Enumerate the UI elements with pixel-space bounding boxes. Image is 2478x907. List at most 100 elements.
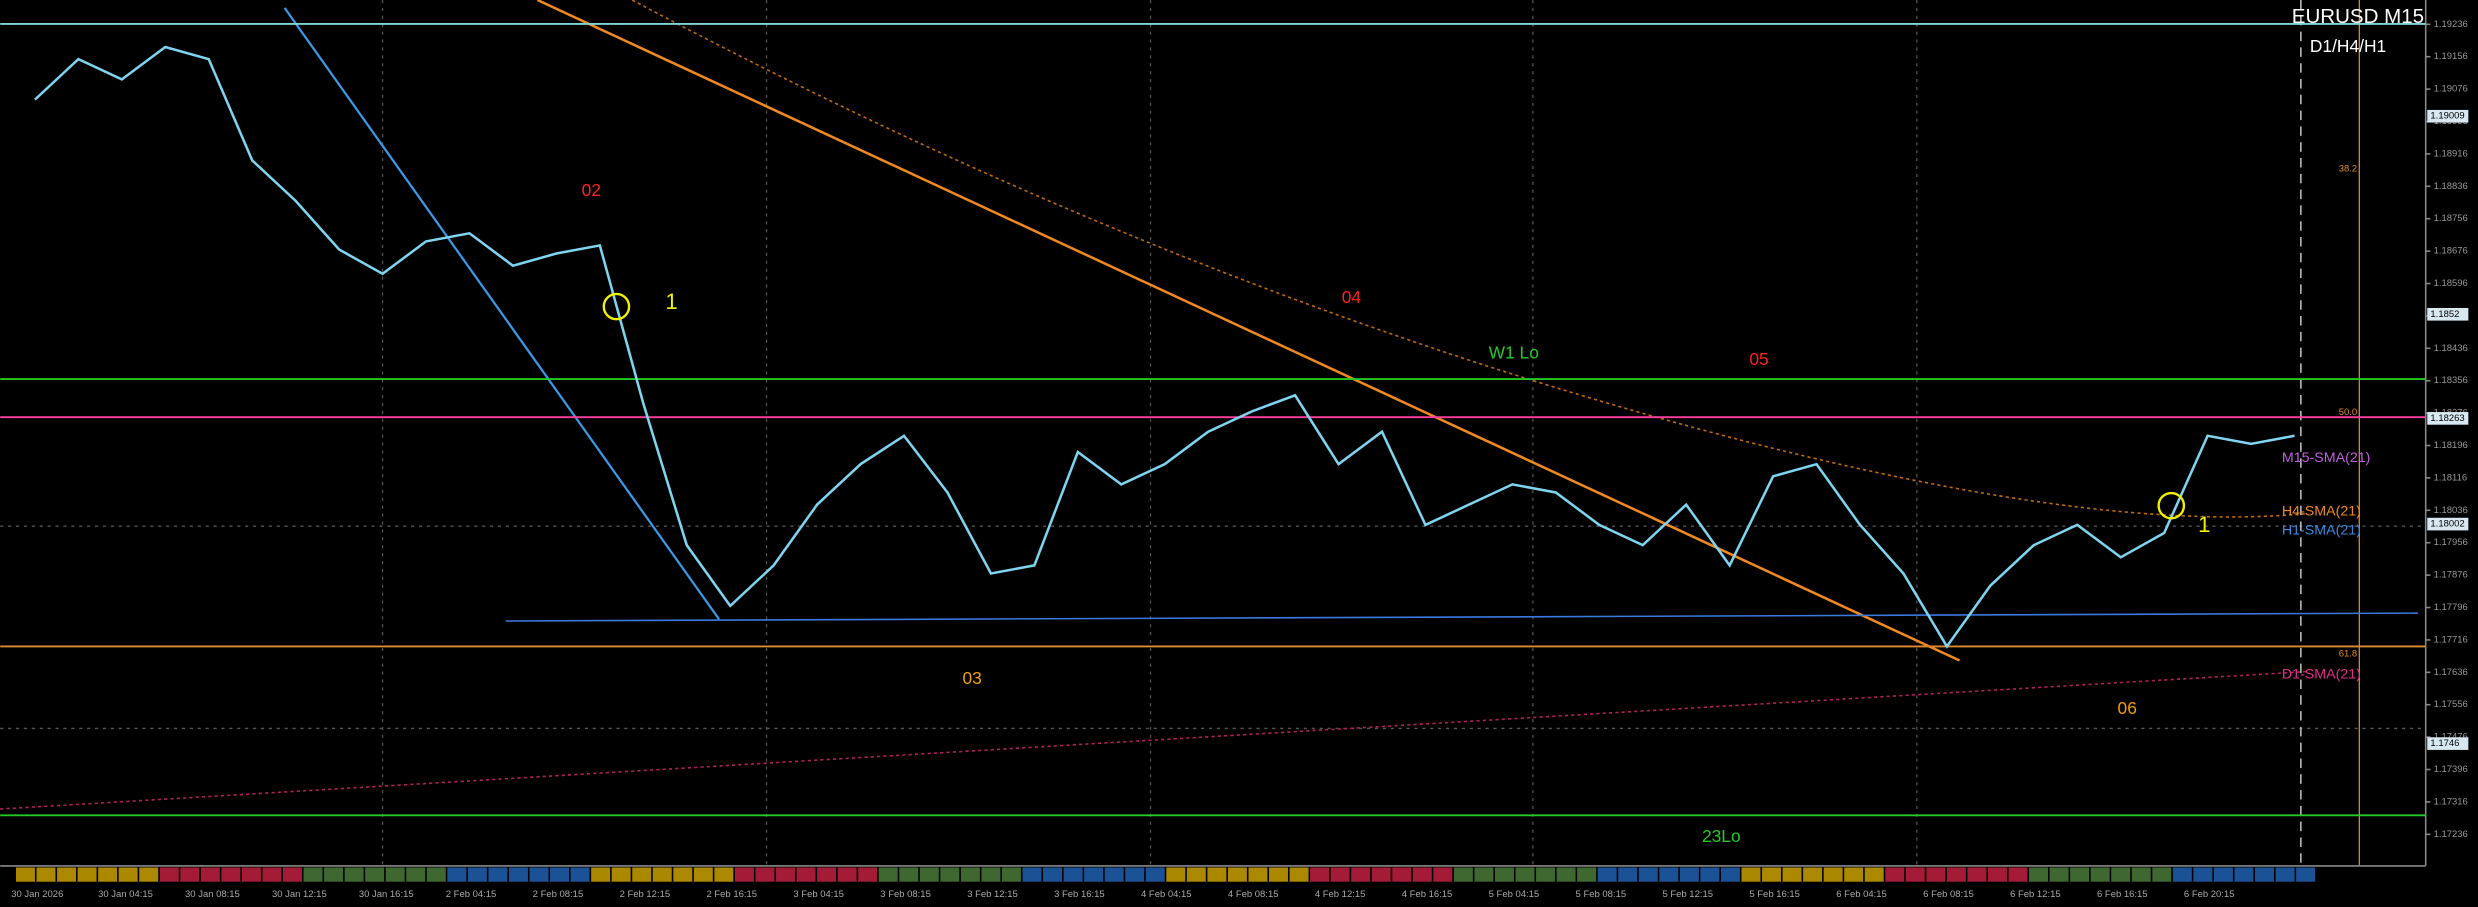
session-block xyxy=(734,867,754,882)
session-block xyxy=(1762,867,1781,882)
annotation: W1 Lo xyxy=(1489,343,1539,363)
session-block xyxy=(591,867,611,882)
x-tick-label: 5 Feb 16:15 xyxy=(1749,889,1800,900)
chart-subtitle: D1/H4/H1 xyxy=(2310,36,2386,56)
session-block xyxy=(488,867,508,882)
x-tick-label: 5 Feb 08:15 xyxy=(1576,889,1627,900)
annotation: H4-SMA(21) xyxy=(2282,504,2361,520)
session-block xyxy=(776,867,795,882)
annotation: H1-SMA(21) xyxy=(2282,523,2361,539)
session-block xyxy=(200,867,220,882)
session-block xyxy=(1289,867,1309,882)
x-tick-label: 4 Feb 12:15 xyxy=(1315,889,1366,900)
annotation: 03 xyxy=(962,668,981,688)
session-block xyxy=(1597,867,1617,882)
x-tick-label: 6 Feb 20:15 xyxy=(2184,889,2235,900)
session-block xyxy=(1166,867,1186,882)
session-block xyxy=(1679,867,1699,882)
session-block xyxy=(406,867,426,882)
y-tick-label: 1.18596 xyxy=(2434,278,2468,289)
x-tick-label: 2 Feb 08:15 xyxy=(533,889,584,900)
session-block xyxy=(1844,867,1864,882)
session-block xyxy=(2070,867,2090,882)
session-block xyxy=(981,867,1001,882)
session-block xyxy=(1392,867,1412,882)
session-block xyxy=(2234,867,2254,882)
session-block xyxy=(1186,867,1206,882)
session-block xyxy=(2131,867,2151,882)
chart-title: EURUSD M15 xyxy=(2292,5,2424,28)
y-tick-label: 1.18756 xyxy=(2434,213,2468,224)
session-block xyxy=(1782,867,1802,882)
price-box xyxy=(2427,109,2469,123)
session-block xyxy=(550,867,570,882)
session-block xyxy=(1474,867,1494,882)
session-block xyxy=(365,867,385,882)
price-box xyxy=(2427,737,2469,750)
d1-sma xyxy=(0,670,2308,810)
session-block xyxy=(283,867,302,882)
x-tick-label: 30 Jan 12:15 xyxy=(272,889,327,900)
session-block xyxy=(837,867,857,882)
session-block xyxy=(611,867,631,882)
session-block xyxy=(1043,867,1063,882)
x-tick-label: 2 Feb 16:15 xyxy=(706,889,757,900)
x-tick-label: 2 Feb 12:15 xyxy=(620,889,671,900)
trend-line xyxy=(536,0,1961,662)
session-block xyxy=(1946,867,1966,882)
session-block xyxy=(385,867,405,882)
session-block xyxy=(960,867,980,882)
annotation: 1 xyxy=(2198,512,2210,537)
session-block xyxy=(1351,867,1371,882)
y-tick-label: 1.17876 xyxy=(2434,570,2468,581)
session-block xyxy=(57,867,77,882)
price-box xyxy=(2427,412,2469,425)
x-tick-label: 4 Feb 04:15 xyxy=(1141,889,1192,900)
price-box xyxy=(2427,517,2469,531)
trend-line xyxy=(283,7,721,621)
y-tick-label: 1.18436 xyxy=(2434,343,2468,354)
annotation: 1 xyxy=(665,289,677,314)
session-block xyxy=(1720,867,1740,882)
session-block xyxy=(139,867,159,882)
session-block xyxy=(1145,867,1165,882)
session-block xyxy=(15,867,35,882)
session-block xyxy=(796,867,816,882)
session-block xyxy=(118,867,138,882)
session-block xyxy=(899,867,919,882)
session-block xyxy=(77,867,97,882)
session-block xyxy=(1577,867,1597,882)
x-tick-label: 5 Feb 04:15 xyxy=(1489,889,1540,900)
x-tick-label: 6 Feb 16:15 xyxy=(2097,889,2148,900)
session-block xyxy=(221,867,241,882)
session-block xyxy=(1125,867,1145,882)
y-tick-label: 1.19156 xyxy=(2434,51,2468,62)
session-block xyxy=(1084,867,1104,882)
session-block xyxy=(447,867,467,882)
session-block xyxy=(940,867,960,882)
session-block xyxy=(1556,867,1576,882)
x-tick-label: 3 Feb 08:15 xyxy=(880,889,931,900)
session-block xyxy=(1330,867,1350,882)
session-block xyxy=(1494,867,1514,882)
session-block xyxy=(652,867,672,882)
session-block xyxy=(426,867,446,882)
x-tick-label: 6 Feb 08:15 xyxy=(1923,889,1974,900)
x-tick-label: 30 Jan 2026 xyxy=(11,889,63,900)
session-block xyxy=(1905,867,1925,882)
session-block xyxy=(98,867,118,882)
session-block xyxy=(2213,867,2233,882)
session-block xyxy=(1371,867,1391,882)
annotation: 23Lo xyxy=(1702,826,1741,846)
price-box-label: 1.1852 xyxy=(2430,309,2459,320)
x-tick-label: 6 Feb 04:15 xyxy=(1836,889,1887,900)
session-block xyxy=(755,867,775,882)
x-tick-label: 4 Feb 08:15 xyxy=(1228,889,1279,900)
x-tick-label: 5 Feb 12:15 xyxy=(1662,889,1713,900)
annotation: D1-SMA(21) xyxy=(2282,666,2361,682)
session-block xyxy=(1823,867,1843,882)
x-tick-label: 30 Jan 08:15 xyxy=(185,889,240,900)
session-block xyxy=(1741,867,1761,882)
y-tick-label: 1.18036 xyxy=(2434,505,2468,516)
